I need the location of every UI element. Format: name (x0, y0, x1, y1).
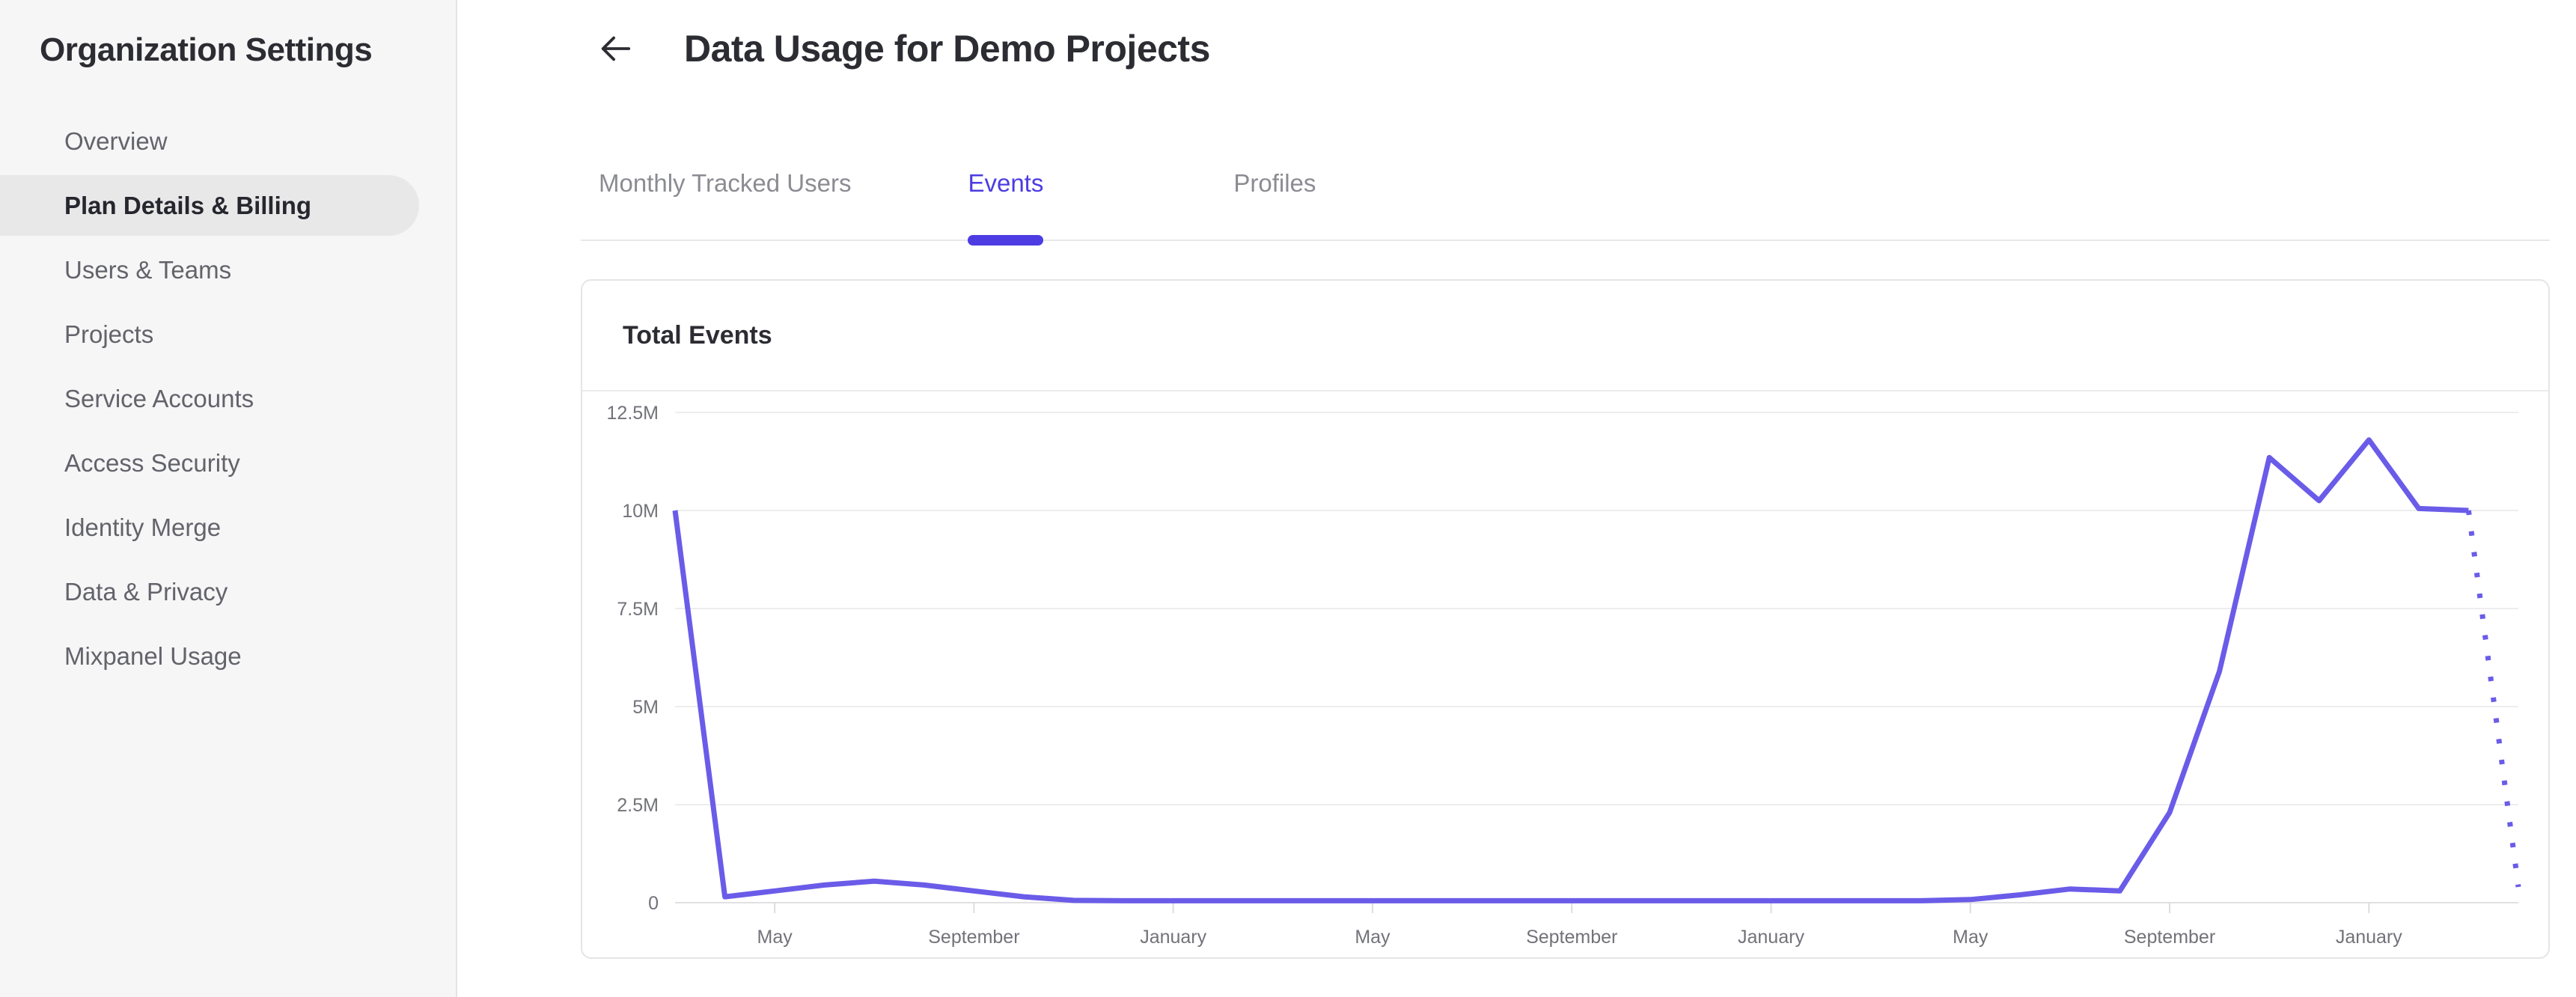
tab-profiles-label: Profiles (1233, 169, 1316, 197)
tab-profiles[interactable]: Profiles (1233, 169, 1316, 240)
tab-monthly-tracked-users-label: Monthly Tracked Users (599, 169, 852, 197)
card-header: Total Events (582, 281, 2548, 391)
usage-tabs: Monthly Tracked Users Events Profiles (581, 169, 2550, 246)
svg-text:May: May (1953, 927, 1989, 948)
sidebar-item-overview[interactable]: Overview (64, 126, 168, 155)
active-tab-indicator (968, 235, 1044, 246)
sidebar-item-projects[interactable]: Projects (64, 320, 154, 348)
sidebar-item-service-accounts[interactable]: Service Accounts (64, 384, 254, 412)
sidebar-item-users-teams[interactable]: Users & Teams (64, 255, 232, 284)
tab-events[interactable]: Events (968, 169, 1044, 246)
tab-monthly-tracked-users[interactable]: Monthly Tracked Users (599, 169, 851, 240)
svg-text:7.5M: 7.5M (617, 599, 659, 620)
svg-text:January: January (2336, 927, 2402, 948)
page-title: Data Usage for Demo Projects (684, 28, 1210, 70)
settings-sidebar: Organization Settings Overview Plan Deta… (0, 0, 457, 997)
svg-text:2.5M: 2.5M (617, 795, 659, 816)
line-chart-svg: 0 2.5M 5M 7.5M 10M 12.5M May September January Ma… (607, 403, 2521, 948)
svg-text:5M: 5M (632, 697, 659, 718)
sidebar-item-identity-merge[interactable]: Identity Merge (64, 513, 222, 541)
svg-text:January: January (1738, 927, 1804, 948)
svg-text:12.5M: 12.5M (607, 403, 659, 424)
svg-text:0: 0 (648, 893, 659, 914)
sidebar-item-plan-details-billing[interactable]: Plan Details & Billing (0, 175, 419, 236)
sidebar-nav: Overview Plan Details & Billing Users & … (0, 111, 456, 686)
svg-text:10M: 10M (622, 501, 659, 522)
arrow-left-icon (598, 31, 632, 66)
sidebar-item-mixpanel-usage[interactable]: Mixpanel Usage (64, 641, 242, 670)
svg-text:September: September (2124, 927, 2215, 948)
card-title: Total Events (623, 320, 772, 350)
svg-text:January: January (1140, 927, 1206, 948)
main-content: Data Usage for Demo Projects Monthly Tra… (457, 0, 2576, 997)
svg-text:September: September (1526, 927, 1617, 948)
sidebar-item-data-privacy[interactable]: Data & Privacy (64, 577, 228, 606)
svg-text:September: September (928, 927, 1019, 948)
page-header: Data Usage for Demo Projects (581, 27, 2550, 70)
total-events-chart: 0 2.5M 5M 7.5M 10M 12.5M May September January Ma… (582, 391, 2548, 956)
total-events-card: Total Events 0 2.5M 5M 7.5M 10M 12.5M May Septe… (581, 279, 2550, 959)
tab-events-label: Events (968, 169, 1044, 197)
back-button[interactable] (596, 29, 635, 68)
sidebar-title: Organization Settings (40, 31, 373, 68)
svg-text:May: May (1355, 927, 1391, 948)
svg-text:May: May (757, 927, 793, 948)
sidebar-item-access-security[interactable]: Access Security (64, 448, 240, 477)
